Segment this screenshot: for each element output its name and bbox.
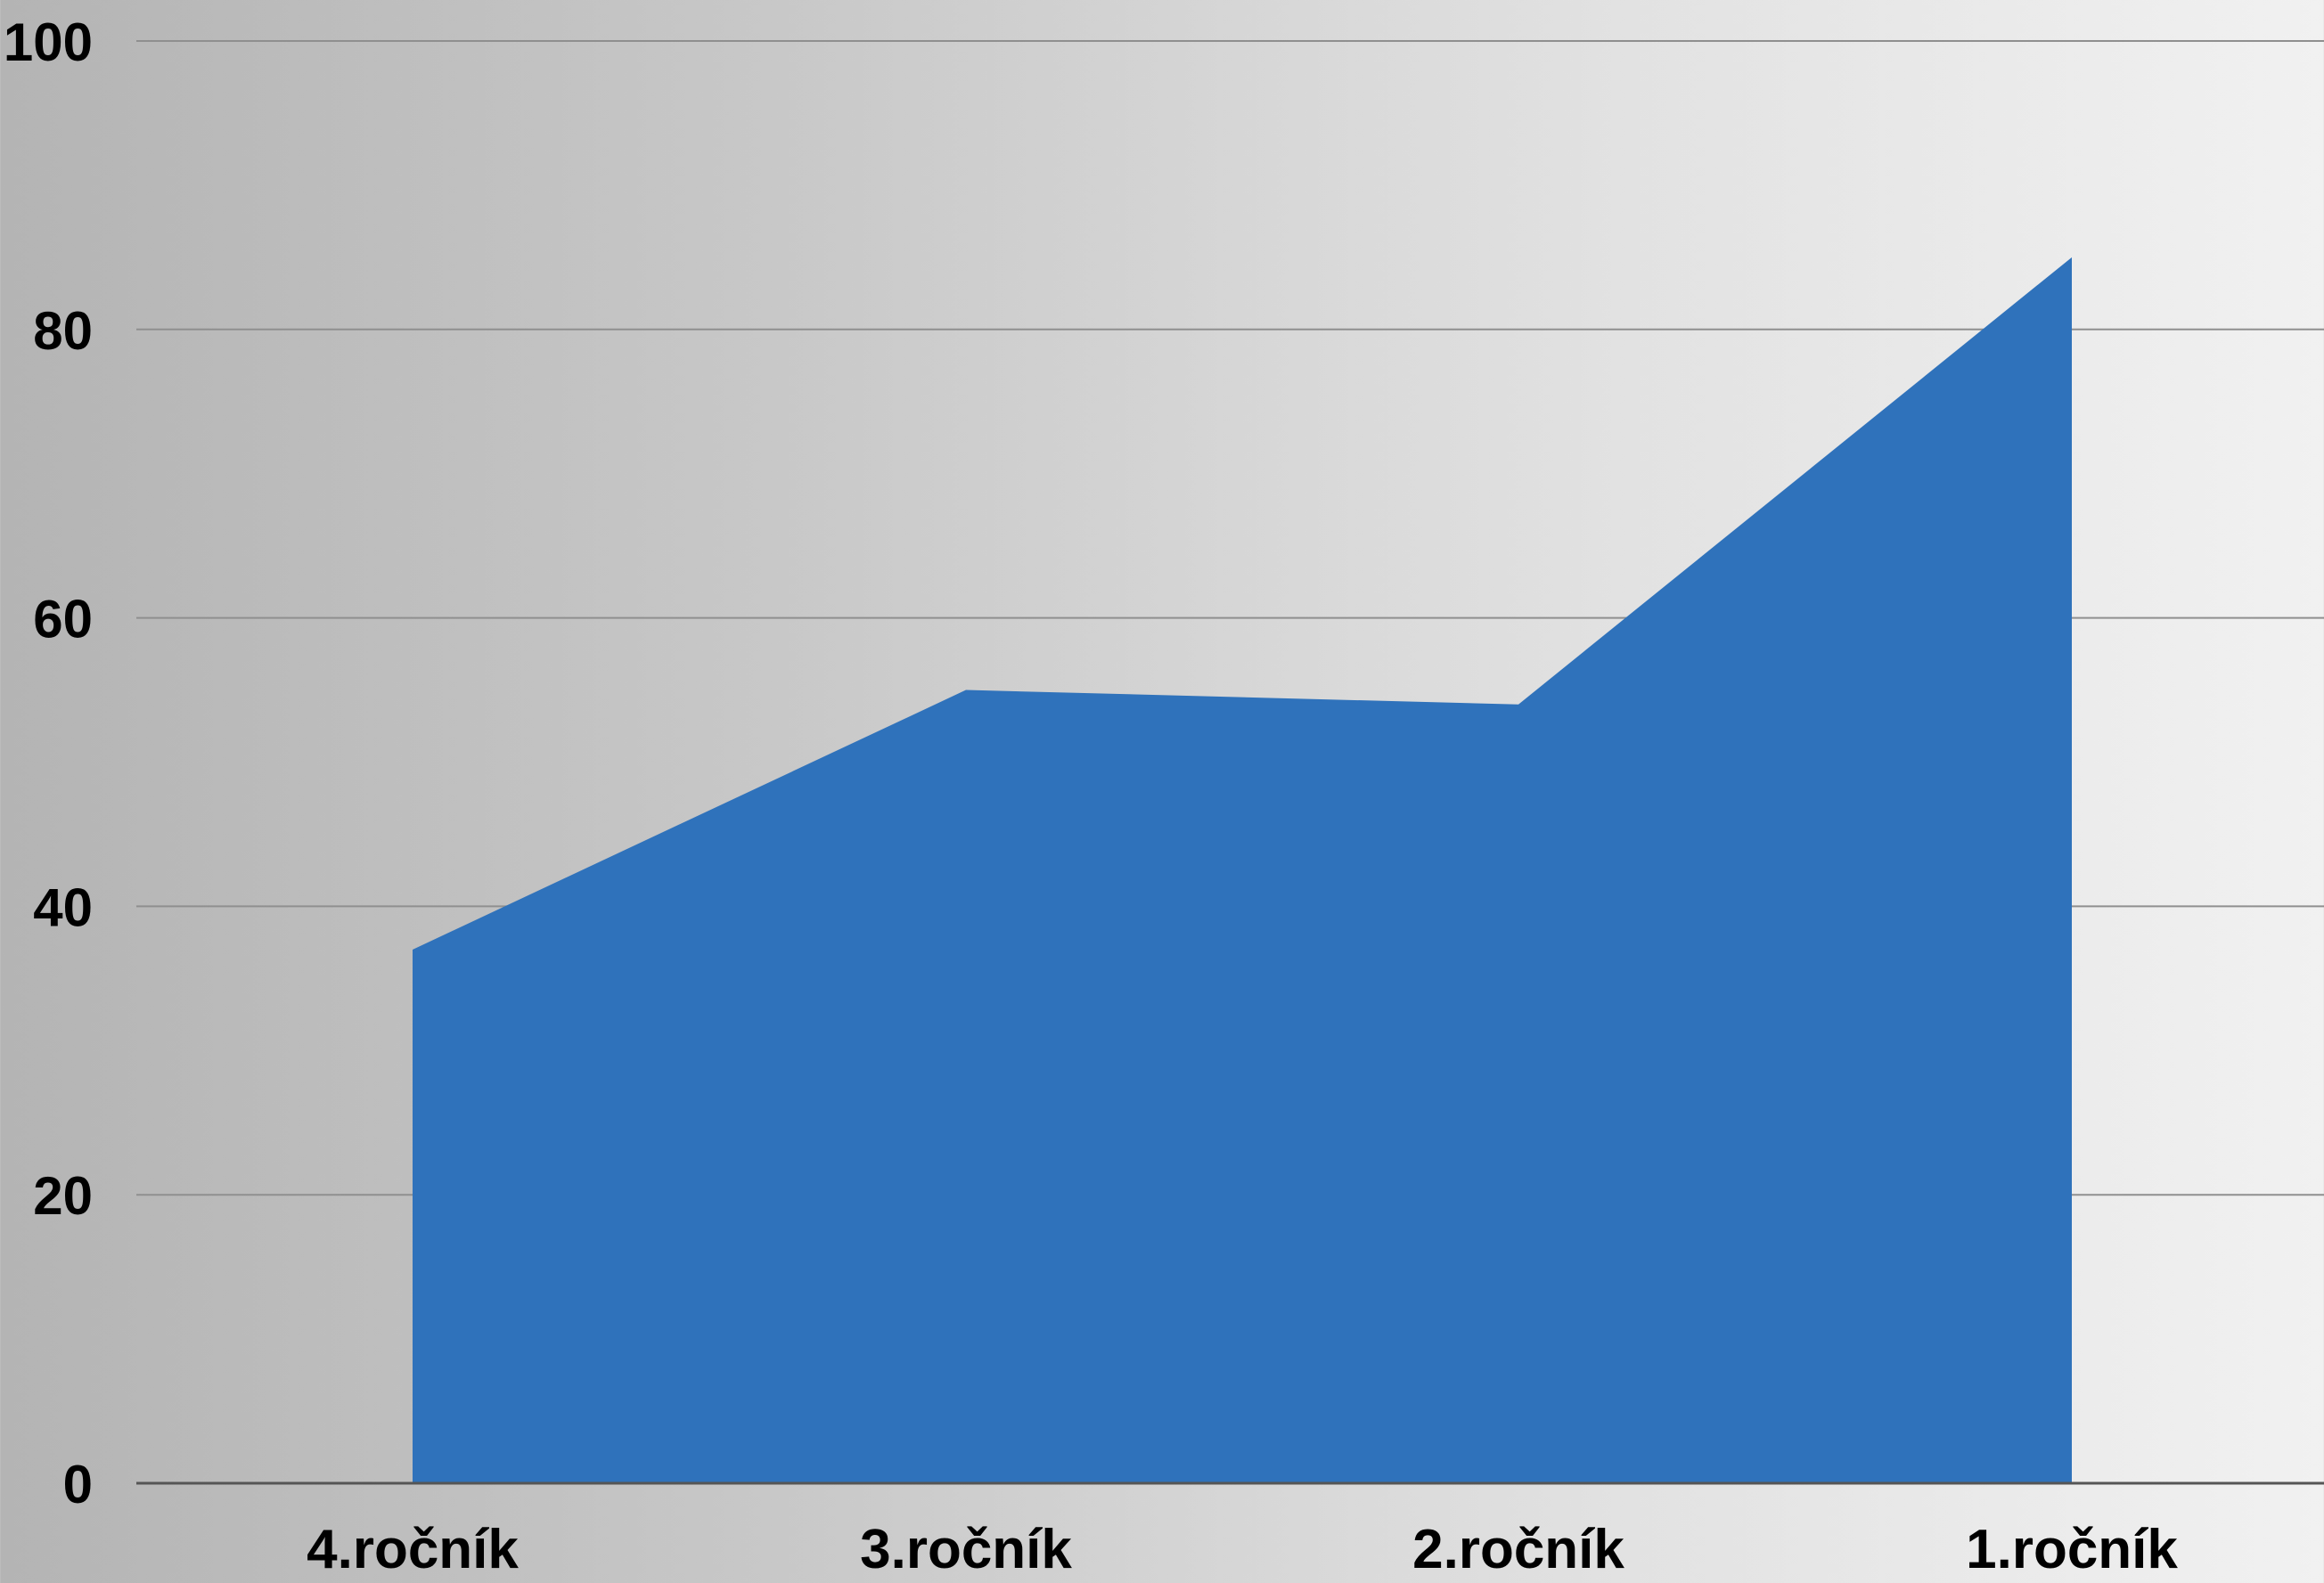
x-tick-label: 3.ročník bbox=[860, 1519, 1072, 1579]
x-tick-label: 4.ročník bbox=[307, 1519, 519, 1579]
y-tick-label: 20 bbox=[33, 1166, 93, 1226]
x-axis-tick-labels: 4.ročník 3.ročník 2.ročník 1.ročník bbox=[307, 1519, 2178, 1580]
area-series bbox=[413, 257, 2072, 1484]
series-area bbox=[413, 257, 2072, 1484]
y-axis-tick-labels: 0 20 40 60 80 100 bbox=[4, 12, 93, 1514]
y-tick-label: 60 bbox=[33, 590, 93, 649]
y-tick-label: 40 bbox=[33, 877, 93, 937]
x-tick-label: 1.ročník bbox=[1966, 1519, 2178, 1579]
y-tick-label: 0 bbox=[63, 1455, 93, 1514]
x-tick-label: 2.ročník bbox=[1412, 1519, 1624, 1579]
y-tick-label: 80 bbox=[33, 301, 93, 361]
y-tick-label: 100 bbox=[4, 12, 93, 72]
